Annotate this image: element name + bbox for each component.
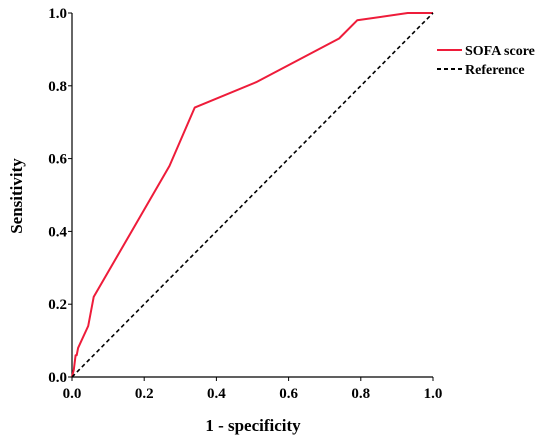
x-tick-label: 0.0 [63,386,82,402]
legend-label-sofa-score: SOFA score [465,44,535,59]
x-tick-label: 1.0 [424,386,443,402]
series-line-sofa-score [71,12,433,378]
y-axis-title: Sensitivity [7,158,26,234]
y-tick-label: 0.8 [48,79,67,95]
x-tick-label: 0.2 [135,386,154,402]
x-axis-title: 1 - specificity [205,416,301,435]
y-tick-label: 1.0 [48,6,67,22]
axes [71,13,433,378]
series-layer [71,12,434,378]
y-tick-label: 0.4 [48,224,67,240]
x-tick-label: 0.6 [279,386,298,402]
y-tick-label: 0.6 [48,152,67,168]
y-tick-label: 0.2 [48,297,67,313]
ticks: 0.0 0.2 0.4 0.6 0.8 1.0 0.0 0.2 0.4 0.6 0.8 1.0 [48,6,442,402]
legend: SOFA score Reference [437,44,535,78]
series-line-reference [71,12,434,378]
y-tick-label: 0.0 [48,370,67,386]
legend-label-reference: Reference [465,63,525,78]
x-tick-label: 0.4 [207,386,226,402]
x-tick-label: 0.8 [351,386,370,402]
